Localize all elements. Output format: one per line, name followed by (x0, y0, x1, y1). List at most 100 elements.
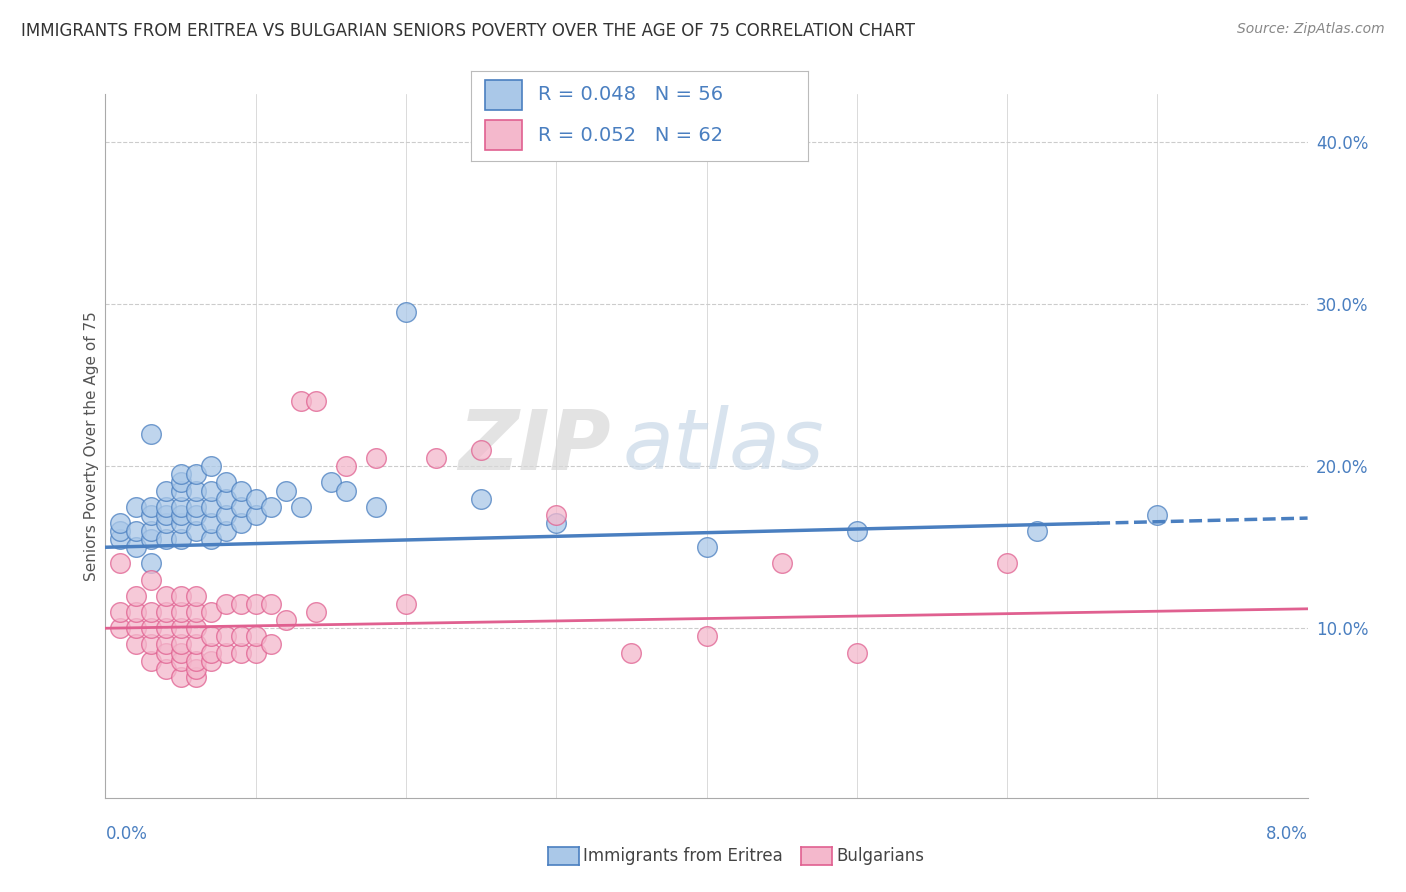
Point (200, 532, 222, 546)
Point (229, 597, 252, 611)
Text: 0.0%: 0.0% (105, 825, 148, 843)
Point (169, 654, 191, 668)
Point (184, 467, 207, 482)
Point (110, 516, 132, 530)
Point (169, 483, 191, 498)
Point (184, 654, 207, 668)
Text: R = 0.048   N = 56: R = 0.048 N = 56 (538, 85, 724, 104)
Y-axis label: Seniors Poverty Over the Age of 75: Seniors Poverty Over the Age of 75 (83, 311, 98, 581)
Point (425, 451, 447, 466)
Point (155, 516, 177, 530)
Point (200, 654, 222, 668)
Point (319, 475, 342, 490)
Point (305, 394, 328, 409)
Bar (485, 120, 522, 150)
Point (155, 662, 177, 676)
Point (245, 629, 267, 643)
Point (364, 500, 387, 514)
Point (200, 500, 222, 514)
Point (845, 524, 868, 538)
Point (214, 597, 236, 611)
Text: Source: ZipAtlas.com: Source: ZipAtlas.com (1237, 22, 1385, 37)
Point (169, 670, 191, 684)
Point (155, 483, 177, 498)
Point (184, 524, 207, 538)
Point (184, 500, 207, 514)
Text: ZIP: ZIP (458, 406, 610, 486)
Point (139, 637, 162, 651)
Point (214, 646, 236, 660)
Point (184, 621, 207, 635)
Point (169, 646, 191, 660)
Point (274, 483, 297, 498)
Point (139, 532, 162, 546)
Point (124, 605, 146, 619)
Point (169, 508, 191, 522)
Point (200, 483, 222, 498)
Point (470, 491, 492, 506)
Point (139, 508, 162, 522)
Point (229, 500, 252, 514)
Text: Immigrants from Eritrea: Immigrants from Eritrea (583, 847, 783, 865)
Point (184, 605, 207, 619)
Point (139, 426, 162, 441)
Point (184, 508, 207, 522)
Point (546, 516, 568, 530)
Point (290, 394, 312, 409)
Point (169, 516, 191, 530)
Point (770, 557, 793, 571)
Point (124, 524, 146, 538)
Point (124, 621, 146, 635)
Point (229, 629, 252, 643)
Point (274, 613, 297, 627)
Point (335, 459, 357, 474)
Point (229, 516, 252, 530)
Point (139, 654, 162, 668)
Point (169, 621, 191, 635)
Point (184, 670, 207, 684)
Point (169, 475, 191, 490)
Point (995, 557, 1018, 571)
Point (155, 532, 177, 546)
Point (245, 508, 267, 522)
Point (110, 605, 132, 619)
Point (1026, 524, 1049, 538)
Point (364, 451, 387, 466)
Point (200, 629, 222, 643)
Point (245, 646, 267, 660)
Point (124, 637, 146, 651)
Point (214, 491, 236, 506)
Point (155, 646, 177, 660)
Point (200, 459, 222, 474)
Point (169, 605, 191, 619)
Point (214, 475, 236, 490)
Point (155, 508, 177, 522)
Point (155, 637, 177, 651)
Point (245, 597, 267, 611)
Point (169, 467, 191, 482)
Point (229, 646, 252, 660)
Point (110, 557, 132, 571)
Point (110, 621, 132, 635)
Point (169, 637, 191, 651)
Point (139, 557, 162, 571)
Point (214, 524, 236, 538)
Point (395, 597, 418, 611)
Point (184, 637, 207, 651)
Point (1146, 508, 1168, 522)
Point (395, 305, 418, 319)
Point (200, 605, 222, 619)
Point (155, 589, 177, 603)
Point (184, 662, 207, 676)
Point (696, 629, 718, 643)
Text: IMMIGRANTS FROM ERITREA VS BULGARIAN SENIORS POVERTY OVER THE AGE OF 75 CORRELAT: IMMIGRANTS FROM ERITREA VS BULGARIAN SEN… (21, 22, 915, 40)
Point (214, 508, 236, 522)
Text: Bulgarians: Bulgarians (837, 847, 925, 865)
Point (110, 532, 132, 546)
Text: atlas: atlas (623, 406, 824, 486)
Point (290, 500, 312, 514)
Point (696, 541, 718, 555)
Text: 8.0%: 8.0% (1265, 825, 1308, 843)
Point (139, 524, 162, 538)
Point (110, 524, 132, 538)
